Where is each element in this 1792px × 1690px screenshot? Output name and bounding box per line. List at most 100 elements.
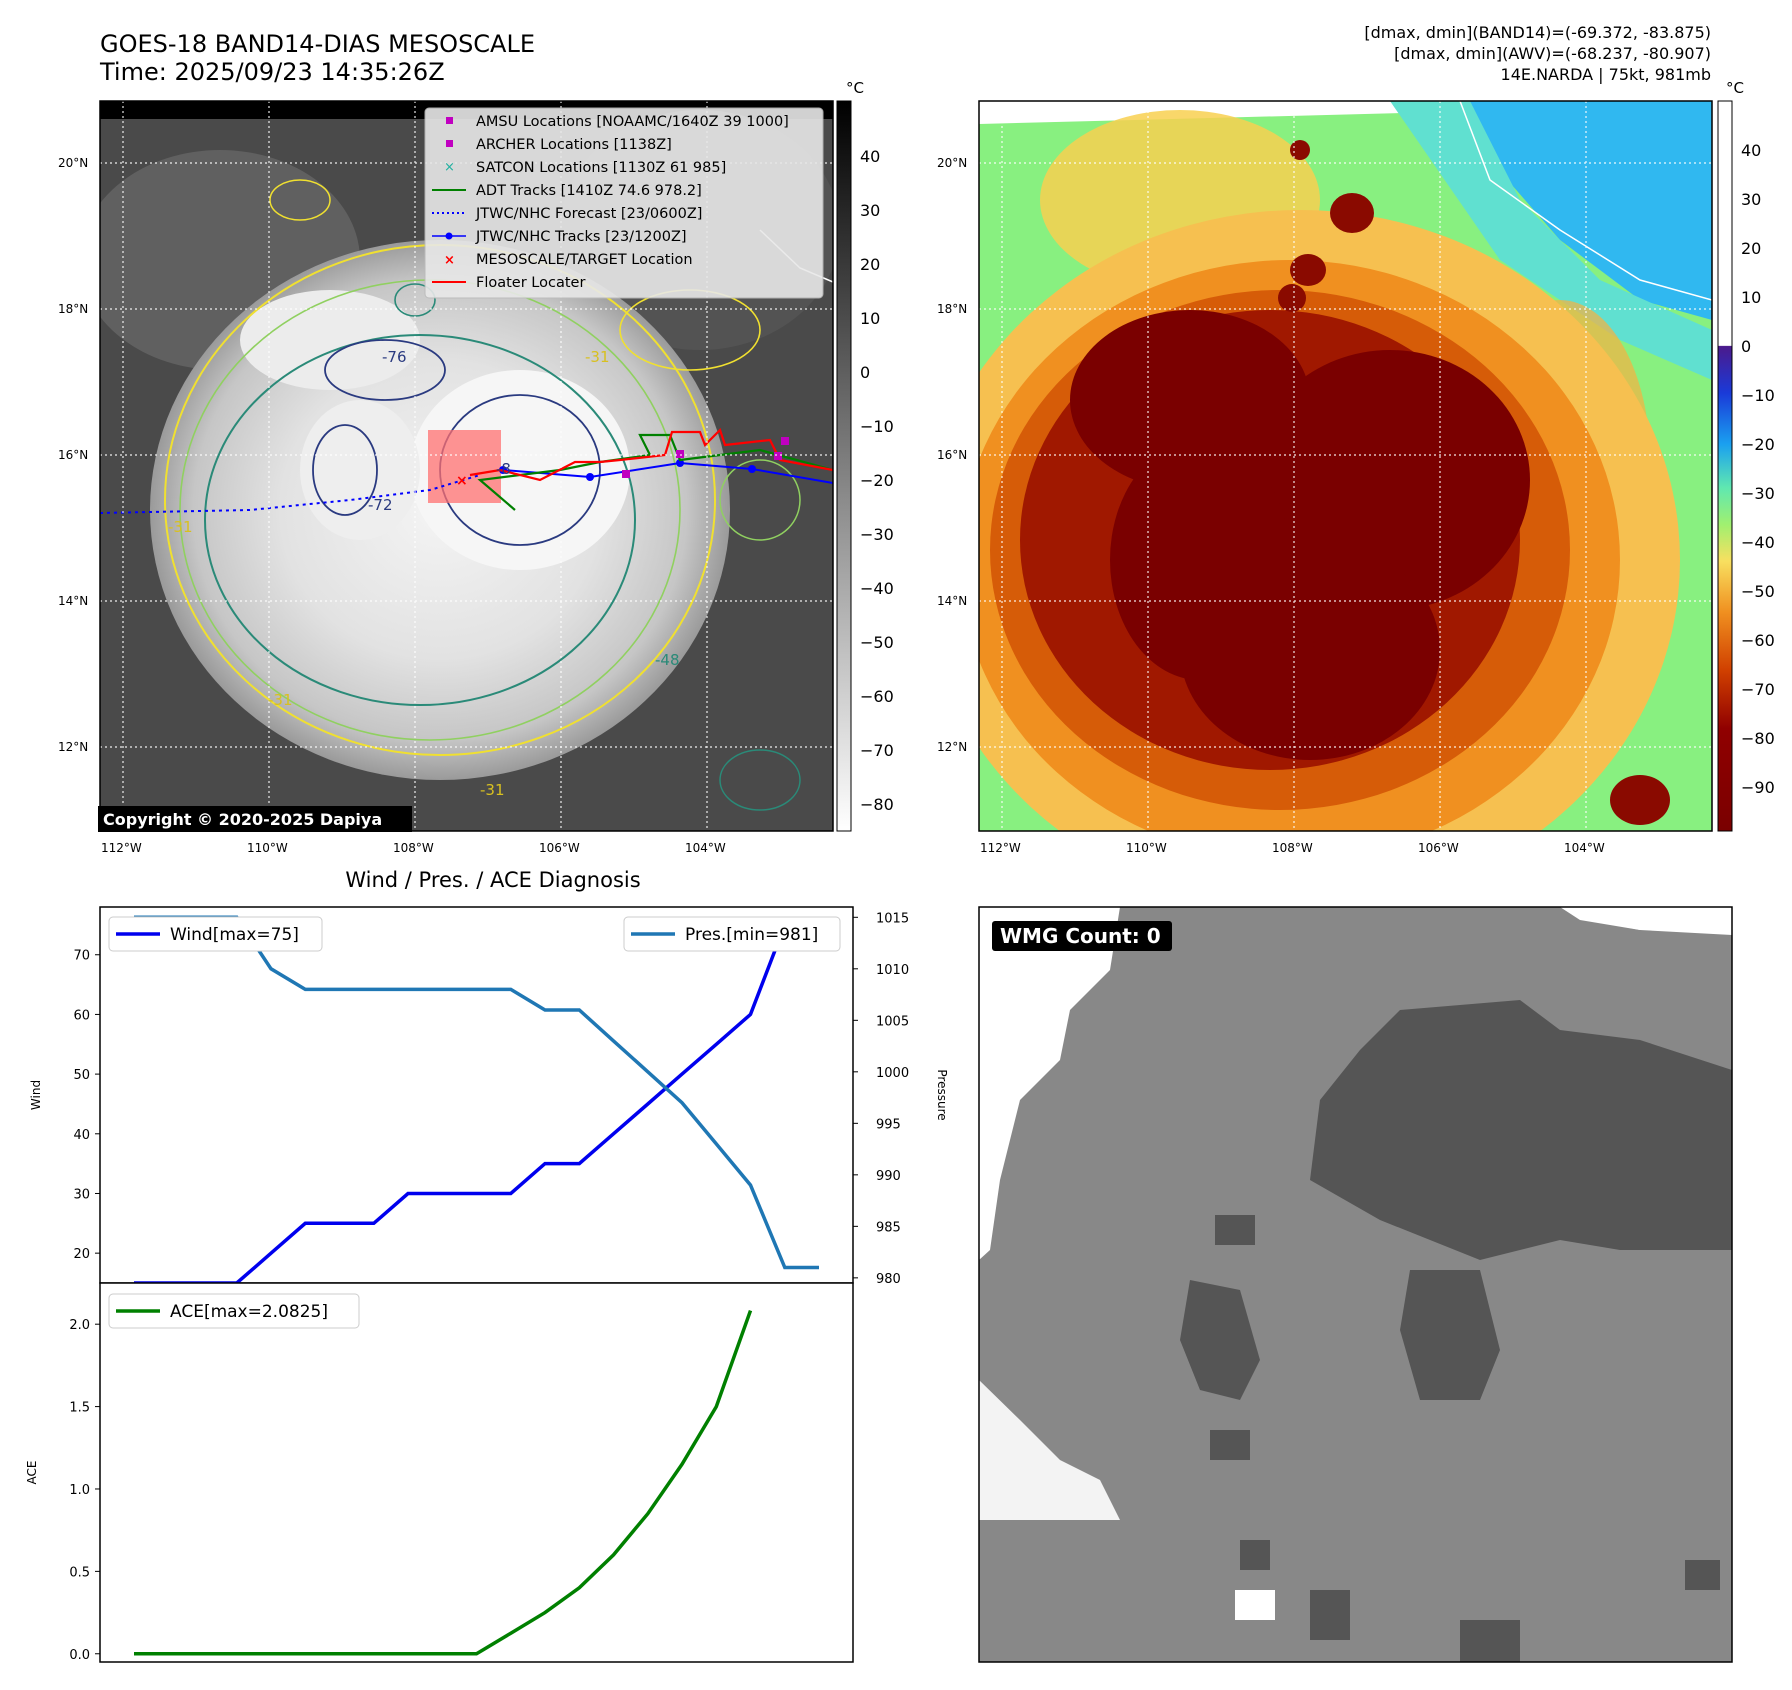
legend-item: JTWC/NHC Tracks [23/1200Z] <box>475 229 687 245</box>
target-marker-icon: × <box>444 253 455 268</box>
cbar-tick: −10 <box>1741 386 1775 405</box>
lon-tick: 106°W <box>539 841 580 855</box>
svg-text:×: × <box>456 473 468 489</box>
wind-plot-frame <box>99 906 854 1284</box>
cbar-tick: 10 <box>860 309 880 328</box>
wind-legend <box>108 916 323 952</box>
cbar-tick: −90 <box>1741 778 1775 797</box>
y2-tick-label: 980 <box>876 1272 901 1287</box>
lat-tick: 18°N <box>937 302 967 316</box>
cbar-tick: 40 <box>860 147 880 166</box>
lon-tick: 110°W <box>247 841 288 855</box>
cbar-tick: 20 <box>860 255 880 274</box>
lat-tick: 16°N <box>937 448 967 462</box>
contour-label: -31 <box>480 781 505 799</box>
ace-chart: 0.0 0.5 1.0 1.5 2.0 ACE ACE[max=2.0825] <box>25 1282 854 1663</box>
figure-time: Time: 2025/09/23 14:35:26Z <box>99 58 445 86</box>
info-storm: 14E.NARDA | 75kt, 981mb <box>1501 65 1711 84</box>
cbar-tick: −80 <box>1741 729 1775 748</box>
ir-map-frame <box>99 100 834 832</box>
y2-tick-label: 1010 <box>876 963 909 978</box>
figure-title: GOES-18 BAND14-DIAS MESOSCALE <box>100 30 535 58</box>
cbar-tick: 0 <box>860 363 870 382</box>
lon-tick: 112°W <box>980 841 1021 855</box>
cbar-tick: −20 <box>1741 435 1775 454</box>
y2-tick-label: 1015 <box>876 911 909 926</box>
lon-tick: 112°W <box>101 841 142 855</box>
lat-tick: 12°N <box>58 740 88 754</box>
lon-tick: 108°W <box>393 841 434 855</box>
lat-tick: 20°N <box>58 156 88 170</box>
y2-tick-label: 995 <box>876 1117 901 1132</box>
contour-labels: -76 -31 -31 -31 -31 -72 -48 -8 <box>168 348 680 799</box>
lon-tick: 104°W <box>685 841 726 855</box>
contour-label: -31 <box>268 691 293 709</box>
y2-tick-label: 1005 <box>876 1014 909 1029</box>
pressure-legend <box>623 916 841 952</box>
legend-item: SATCON Locations [1130Z 61 985] <box>476 160 726 176</box>
cbar-tick: −60 <box>1741 631 1775 650</box>
wmg-count: WMG Count: 0 <box>1000 924 1161 948</box>
lat-tick: 14°N <box>937 594 967 608</box>
y-axis-label: ACE <box>25 1461 39 1485</box>
satcon-marker-icon: × <box>444 160 455 175</box>
contour-label: -72 <box>368 496 393 514</box>
y-tick-label: 0.0 <box>69 1648 90 1663</box>
cbar-tick: −80 <box>860 795 894 814</box>
lon-tick: 104°W <box>1564 841 1605 855</box>
ace-series-line <box>134 1310 753 1656</box>
contour-label: -8 <box>496 460 511 478</box>
legend-item: Floater Locater <box>476 275 585 291</box>
cbar-tick: −40 <box>1741 533 1775 552</box>
y-tick-label: 50 <box>73 1068 90 1083</box>
y2-axis-label: Pressure <box>935 1069 949 1120</box>
pressure-legend-label: Pres.[min=981] <box>685 925 818 945</box>
diagnosis-title: Wind / Pres. / ACE Diagnosis <box>345 868 640 892</box>
cbar-tick: −10 <box>860 417 894 436</box>
cbar-tick: 40 <box>1741 141 1761 160</box>
ace-legend-label: ACE[max=2.0825] <box>170 1302 328 1322</box>
legend-item: JTWC/NHC Forecast [23/0600Z] <box>475 206 702 222</box>
lat-tick: 14°N <box>58 594 88 608</box>
y-tick-label: 2.0 <box>69 1318 90 1333</box>
legend-item: AMSU Locations [NOAAMC/1640Z 39 1000] <box>476 114 789 130</box>
lat-tick: 16°N <box>58 448 88 462</box>
lon-tick: 108°W <box>1272 841 1313 855</box>
legend-item: ARCHER Locations [1138Z] <box>476 137 672 153</box>
ir-axis-ticks: 112°W 110°W 108°W 106°W 104°W 20°N 18°N … <box>58 156 726 855</box>
y2-tick-label: 1000 <box>876 1066 909 1081</box>
wmg-panel: WMG Count: 0 <box>978 906 1733 1663</box>
cbar-tick: −20 <box>860 471 894 490</box>
cbar-tick: −70 <box>860 741 894 760</box>
lat-tick: 18°N <box>58 302 88 316</box>
y2-tick-label: 985 <box>876 1220 901 1235</box>
cbar-tick: −30 <box>1741 484 1775 503</box>
awv-map-panel <box>978 100 1713 832</box>
y-tick-label: 1.5 <box>69 1401 90 1416</box>
wmg-frame <box>978 906 1733 1663</box>
y-axis-label: Wind <box>29 1080 43 1110</box>
awv-colorbar: °C 40 30 20 10 0 −10 −20 −30 −40 −50 −60… <box>1717 79 1775 832</box>
y-tick-label: 60 <box>73 1008 90 1023</box>
contour-label: -48 <box>655 651 680 669</box>
ir-map-panel: × -76 -31 -31 -31 -31 -72 <box>98 100 834 832</box>
copyright-badge <box>98 806 412 832</box>
legend-item: ADT Tracks [1410Z 74.6 978.2] <box>476 183 702 199</box>
contour-label: -31 <box>585 348 610 366</box>
wind-pressure-chart: 20 30 40 50 60 70 980 985 990 995 1000 1005 1010 1015… <box>29 906 949 1287</box>
info-awv: [dmax, dmin](AWV)=(-68.237, -80.907) <box>1394 44 1711 63</box>
awv-map-frame <box>978 100 1713 832</box>
wind-series-line <box>134 923 819 1285</box>
colorbar-unit: °C <box>1726 79 1744 97</box>
cbar-tick: −70 <box>1741 680 1775 699</box>
cbar-tick: −60 <box>860 687 894 706</box>
y-tick-label: 20 <box>73 1247 90 1262</box>
cbar-tick: 10 <box>1741 288 1761 307</box>
header: GOES-18 BAND14-DIAS MESOSCALE Time: 2025… <box>99 23 1711 86</box>
cbar-tick: −50 <box>860 633 894 652</box>
colorbar-unit: °C <box>846 79 864 97</box>
copyright: Copyright © 2020-2025 Dapiya <box>103 810 382 829</box>
y-tick-label: 40 <box>73 1128 90 1143</box>
y-tick-label: 0.5 <box>69 1565 90 1580</box>
legend-item: MESOSCALE/TARGET Location <box>476 252 693 268</box>
